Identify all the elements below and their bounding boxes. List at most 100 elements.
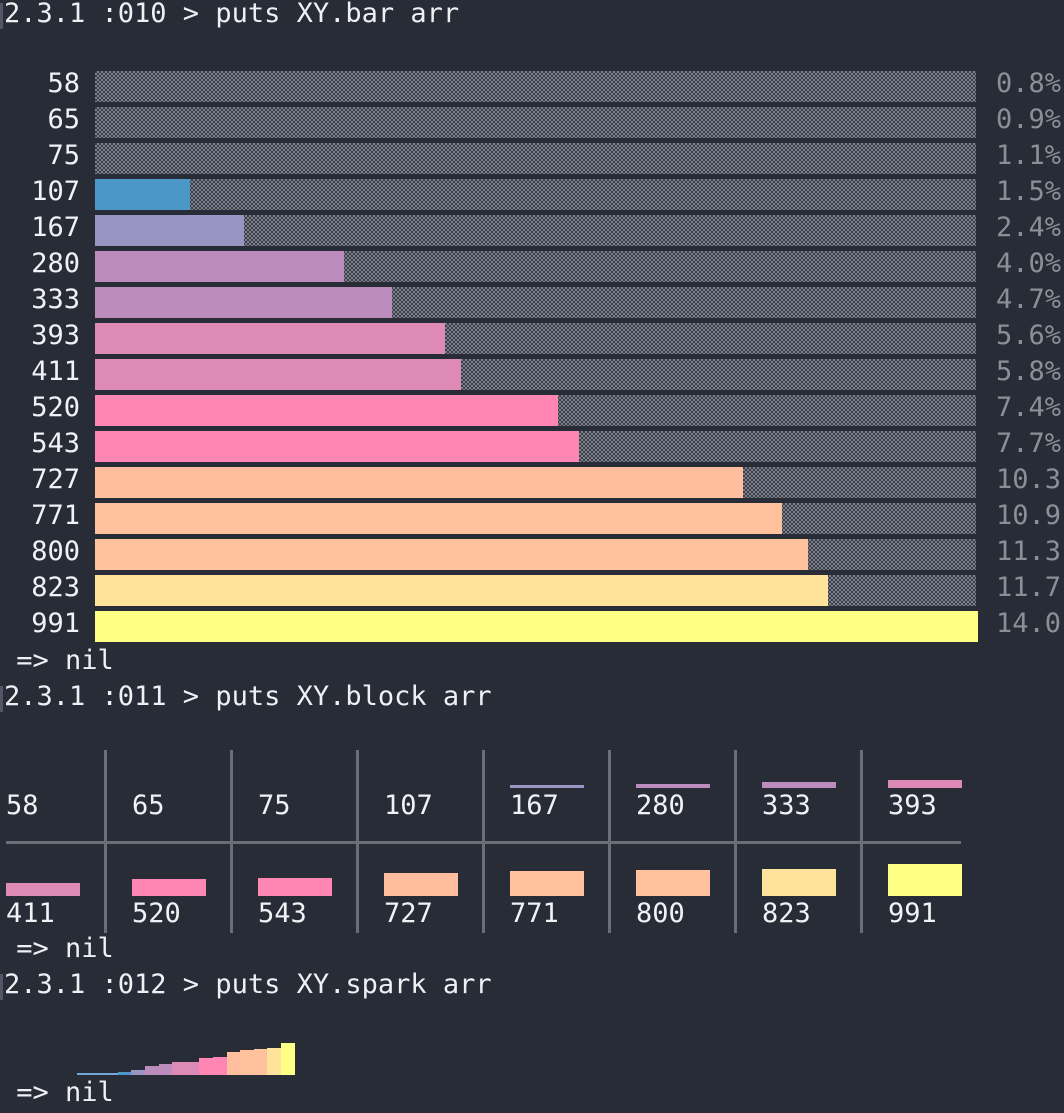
bar — [95, 395, 558, 426]
block-bar — [132, 879, 206, 896]
bar-row: 771 10.9 — [0, 498, 1064, 534]
spark-bar — [77, 1073, 92, 1075]
bar-percent-label: 5.8% — [996, 356, 1062, 387]
block-label: 543 — [258, 898, 307, 929]
block-bar — [636, 784, 710, 788]
block-label: 107 — [384, 790, 433, 821]
spark-bar — [213, 1057, 228, 1075]
bar-percent-label: 5.6% — [996, 320, 1062, 351]
spark-bar — [240, 1050, 255, 1075]
block-bar — [510, 871, 584, 896]
block-bar — [888, 864, 962, 896]
result-nil-3: => nil — [0, 1077, 114, 1108]
spark-bar — [226, 1052, 241, 1075]
bar-row: 727 10.3 — [0, 462, 1064, 498]
bar-label: 543 — [31, 428, 80, 459]
bar-row: 75 1.1% — [0, 138, 1064, 174]
spark-bar — [281, 1043, 296, 1075]
bar-label: 991 — [31, 608, 80, 639]
bar-percent-label: 0.8% — [996, 68, 1062, 99]
spark-bar — [253, 1049, 268, 1075]
block-bar — [258, 878, 332, 896]
bar-label: 771 — [31, 500, 80, 531]
bar-label: 280 — [31, 248, 80, 279]
bar-row: 65 0.9% — [0, 102, 1064, 138]
block-bar — [6, 883, 80, 896]
bar-percent-label: 11.7 — [996, 572, 1062, 603]
block-label: 520 — [132, 898, 181, 929]
block-bar — [888, 780, 962, 788]
bar-percent-label: 2.4% — [996, 212, 1062, 243]
grid-horizontal-line — [6, 841, 961, 844]
block-label: 75 — [258, 790, 291, 821]
bar-label: 58 — [47, 68, 80, 99]
bar-label: 823 — [31, 572, 80, 603]
bar-row: 543 7.7% — [0, 426, 1064, 462]
bar — [95, 467, 743, 498]
block-label: 333 — [762, 790, 811, 821]
spark-bar — [104, 1073, 119, 1075]
bar-row: 411 5.8% — [0, 354, 1064, 390]
bar-label: 393 — [31, 320, 80, 351]
bar-percent-label: 11.3 — [996, 536, 1062, 567]
result-nil-2: => nil — [0, 933, 114, 964]
block-bar — [636, 870, 710, 896]
block-grid: 58 65 75 107 167 280 333 393 411 520 543 727 771 800 8… — [0, 750, 1064, 935]
terminal-cursor — [0, 974, 3, 1000]
bar — [95, 251, 344, 282]
block-label: 65 — [132, 790, 165, 821]
block-label: 727 — [384, 898, 433, 929]
bar-label: 333 — [31, 284, 80, 315]
bar-row: 107 1.5% — [0, 174, 1064, 210]
terminal-cursor — [0, 3, 3, 29]
block-label: 411 — [6, 898, 55, 929]
bar — [95, 215, 244, 246]
bar-percent-label: 7.4% — [996, 392, 1062, 423]
bar — [95, 575, 828, 606]
bar-label: 800 — [31, 536, 80, 567]
bar — [95, 179, 190, 210]
bar-row: 823 11.7 — [0, 570, 1064, 606]
terminal-cursor — [0, 686, 3, 712]
bar-label: 75 — [47, 140, 80, 171]
spark-bar — [158, 1064, 173, 1075]
prompt-line-spark: 2.3.1 :012 > puts XY.spark arr — [4, 969, 492, 1000]
bar-label: 411 — [31, 356, 80, 387]
bar-track — [95, 143, 976, 174]
bar-percent-label: 1.1% — [996, 140, 1062, 171]
result-nil-1: => nil — [0, 645, 114, 676]
bar-row: 991 14.0 — [0, 606, 1064, 642]
bar-percent-label: 7.7% — [996, 428, 1062, 459]
block-label: 771 — [510, 898, 559, 929]
block-label: 800 — [636, 898, 685, 929]
bar-label: 520 — [31, 392, 80, 423]
block-label: 167 — [510, 790, 559, 821]
prompt-line-block: 2.3.1 :011 > puts XY.block arr — [4, 681, 492, 712]
sparkline — [0, 1040, 400, 1080]
bar-row: 393 5.6% — [0, 318, 1064, 354]
block-bar — [384, 873, 458, 896]
bar-percent-label: 14.0 — [996, 608, 1062, 639]
bar-track — [95, 71, 976, 102]
bar-percent-label: 4.0% — [996, 248, 1062, 279]
block-label: 393 — [888, 790, 937, 821]
spark-bar — [90, 1073, 105, 1075]
bar — [95, 323, 445, 354]
bar-row: 520 7.4% — [0, 390, 1064, 426]
bar — [95, 431, 579, 462]
bar-label: 727 — [31, 464, 80, 495]
bar-percent-label: 10.9 — [996, 500, 1062, 531]
bar-track — [95, 179, 976, 210]
prompt-line-bar: 2.3.1 :010 > puts XY.bar arr — [4, 0, 460, 29]
spark-bar — [267, 1048, 282, 1075]
spark-bar — [131, 1070, 146, 1075]
block-label: 823 — [762, 898, 811, 929]
bar-percent-label: 0.9% — [996, 104, 1062, 135]
block-bar — [762, 782, 836, 788]
bar-row: 167 2.4% — [0, 210, 1064, 246]
block-label: 991 — [888, 898, 937, 929]
bar-track — [95, 107, 976, 138]
bar-chart: 58 0.8% 65 0.9% 75 1.1% 107 1.5% 167 2.4% 280 4.0% 3… — [0, 66, 1064, 646]
spark-bar — [185, 1062, 200, 1075]
bar-label: 167 — [31, 212, 80, 243]
